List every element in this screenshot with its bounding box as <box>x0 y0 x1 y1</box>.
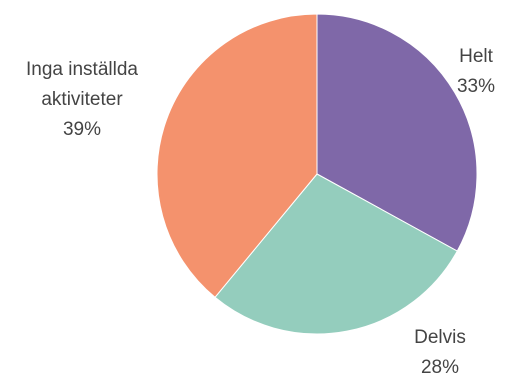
pie-slices <box>156 13 478 335</box>
pie-labels: Helt 33% Delvis 28% Inga inställda aktiv… <box>26 46 495 378</box>
slice-label-inga-line2: aktiviteter <box>41 89 123 110</box>
slice-value-helt: 33% <box>457 76 495 97</box>
slice-label-helt: Helt <box>459 46 494 67</box>
pie-slice-inga-installda-aktiviteter <box>156 13 318 298</box>
slice-value-inga: 39% <box>63 119 101 140</box>
slice-label-inga-line1: Inga inställda <box>26 59 138 80</box>
slice-label-delvis: Delvis <box>414 327 466 348</box>
pie-slice-helt <box>316 13 478 252</box>
slice-value-delvis: 28% <box>421 357 459 378</box>
pie-slice-delvis <box>214 173 458 335</box>
